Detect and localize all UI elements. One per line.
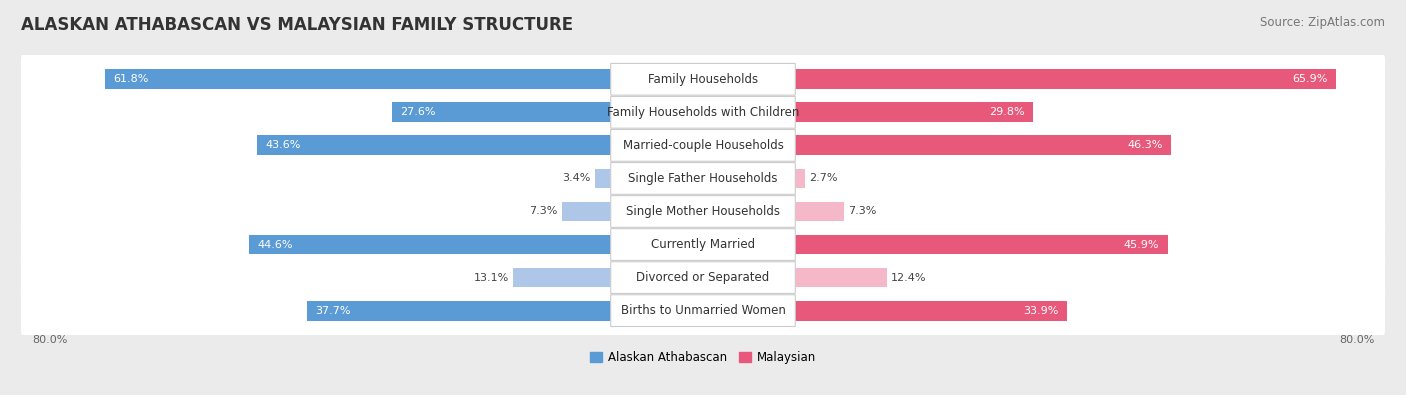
FancyBboxPatch shape [21, 218, 1385, 271]
Bar [249, 235, 623, 254]
FancyBboxPatch shape [21, 185, 1385, 238]
Text: 7.3%: 7.3% [848, 207, 876, 216]
FancyBboxPatch shape [610, 229, 796, 260]
FancyBboxPatch shape [21, 152, 1385, 205]
Text: Births to Unmarried Women: Births to Unmarried Women [620, 304, 786, 317]
Text: Family Households with Children: Family Households with Children [607, 106, 799, 119]
Legend: Alaskan Athabascan, Malaysian: Alaskan Athabascan, Malaysian [585, 346, 821, 369]
Text: 33.9%: 33.9% [1024, 306, 1059, 316]
Text: 65.9%: 65.9% [1292, 74, 1327, 84]
FancyBboxPatch shape [610, 64, 796, 95]
Text: Single Mother Households: Single Mother Households [626, 205, 780, 218]
Text: 46.3%: 46.3% [1128, 140, 1163, 150]
Text: 27.6%: 27.6% [401, 107, 436, 117]
Bar [783, 201, 844, 222]
Text: 12.4%: 12.4% [891, 273, 927, 282]
Text: 61.8%: 61.8% [112, 74, 149, 84]
Bar [257, 135, 623, 155]
Text: 7.3%: 7.3% [530, 207, 558, 216]
Bar [562, 201, 623, 222]
Bar [783, 70, 1336, 89]
Text: 13.1%: 13.1% [474, 273, 509, 282]
Text: Currently Married: Currently Married [651, 238, 755, 251]
Text: 3.4%: 3.4% [562, 173, 591, 183]
Text: Married-couple Households: Married-couple Households [623, 139, 783, 152]
FancyBboxPatch shape [21, 119, 1385, 172]
Bar [783, 169, 806, 188]
Bar [783, 301, 1067, 321]
Text: 2.7%: 2.7% [810, 173, 838, 183]
FancyBboxPatch shape [610, 262, 796, 293]
Text: ALASKAN ATHABASCAN VS MALAYSIAN FAMILY STRUCTURE: ALASKAN ATHABASCAN VS MALAYSIAN FAMILY S… [21, 16, 574, 34]
Bar [783, 102, 1033, 122]
Text: 29.8%: 29.8% [988, 107, 1025, 117]
Text: Family Households: Family Households [648, 73, 758, 86]
Text: 37.7%: 37.7% [315, 306, 352, 316]
Bar [595, 169, 623, 188]
FancyBboxPatch shape [610, 295, 796, 327]
FancyBboxPatch shape [610, 96, 796, 128]
FancyBboxPatch shape [21, 251, 1385, 304]
FancyBboxPatch shape [21, 284, 1385, 337]
FancyBboxPatch shape [21, 53, 1385, 106]
Text: Single Father Households: Single Father Households [628, 172, 778, 185]
FancyBboxPatch shape [610, 163, 796, 194]
Bar [783, 235, 1168, 254]
Bar [105, 70, 623, 89]
Text: Source: ZipAtlas.com: Source: ZipAtlas.com [1260, 16, 1385, 29]
Text: 43.6%: 43.6% [266, 140, 301, 150]
FancyBboxPatch shape [610, 130, 796, 161]
Text: Divorced or Separated: Divorced or Separated [637, 271, 769, 284]
FancyBboxPatch shape [21, 86, 1385, 139]
FancyBboxPatch shape [610, 196, 796, 228]
Text: 80.0%: 80.0% [1339, 335, 1374, 345]
Bar [307, 301, 623, 321]
Text: 80.0%: 80.0% [32, 335, 67, 345]
Bar [783, 135, 1171, 155]
Text: 45.9%: 45.9% [1123, 239, 1160, 250]
Bar [783, 268, 887, 288]
Bar [392, 102, 623, 122]
Bar [513, 268, 623, 288]
Text: 44.6%: 44.6% [257, 239, 292, 250]
